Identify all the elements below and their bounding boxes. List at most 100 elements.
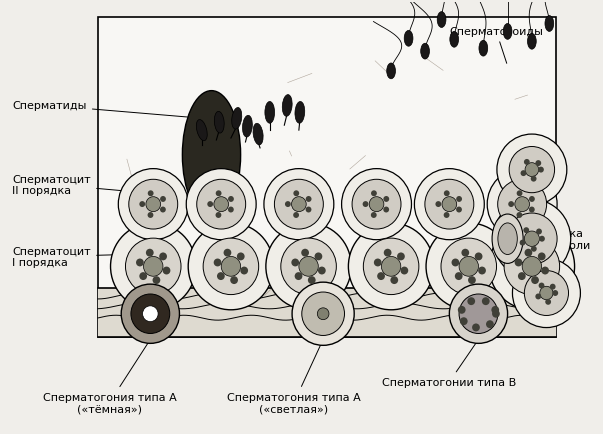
Ellipse shape — [214, 197, 229, 212]
Ellipse shape — [425, 180, 474, 230]
Ellipse shape — [139, 202, 145, 207]
Ellipse shape — [295, 273, 303, 280]
Ellipse shape — [129, 180, 178, 230]
Ellipse shape — [513, 259, 581, 328]
Ellipse shape — [266, 224, 352, 310]
Ellipse shape — [282, 95, 292, 117]
Ellipse shape — [384, 249, 391, 257]
Text: Сперматиды: Сперматиды — [13, 101, 223, 121]
Ellipse shape — [125, 239, 181, 295]
Ellipse shape — [371, 213, 377, 218]
Ellipse shape — [148, 213, 153, 218]
Ellipse shape — [264, 169, 334, 240]
Ellipse shape — [550, 284, 555, 290]
Ellipse shape — [390, 276, 398, 284]
Ellipse shape — [186, 169, 256, 240]
Ellipse shape — [460, 318, 468, 326]
Ellipse shape — [441, 239, 496, 295]
Ellipse shape — [139, 273, 147, 280]
Ellipse shape — [504, 24, 512, 40]
Text: Сперматогония типа А
(«светлая»): Сперматогония типа А («светлая») — [227, 342, 361, 413]
Ellipse shape — [159, 253, 167, 261]
Ellipse shape — [535, 161, 541, 167]
Ellipse shape — [306, 207, 311, 213]
Ellipse shape — [207, 202, 213, 207]
Ellipse shape — [110, 224, 196, 310]
Ellipse shape — [539, 236, 545, 242]
Ellipse shape — [486, 320, 494, 329]
Ellipse shape — [520, 171, 526, 177]
Ellipse shape — [529, 197, 535, 202]
Ellipse shape — [384, 207, 389, 213]
Ellipse shape — [522, 257, 541, 276]
Ellipse shape — [349, 224, 434, 310]
Ellipse shape — [381, 257, 401, 276]
Ellipse shape — [538, 253, 546, 261]
Ellipse shape — [317, 308, 329, 320]
Ellipse shape — [182, 92, 241, 220]
Ellipse shape — [197, 180, 245, 230]
Ellipse shape — [489, 224, 575, 310]
Ellipse shape — [293, 213, 299, 218]
Ellipse shape — [404, 31, 413, 47]
Ellipse shape — [291, 197, 306, 212]
Ellipse shape — [517, 213, 522, 218]
Ellipse shape — [308, 276, 315, 284]
Ellipse shape — [514, 259, 522, 267]
Ellipse shape — [498, 224, 517, 255]
Ellipse shape — [215, 213, 221, 218]
Ellipse shape — [497, 135, 567, 206]
Ellipse shape — [482, 298, 490, 306]
Ellipse shape — [369, 197, 384, 212]
Ellipse shape — [118, 169, 188, 240]
Ellipse shape — [456, 207, 462, 213]
Ellipse shape — [265, 102, 274, 124]
Ellipse shape — [216, 191, 221, 197]
Ellipse shape — [508, 202, 514, 207]
Ellipse shape — [541, 267, 549, 275]
Ellipse shape — [136, 259, 144, 267]
Ellipse shape — [492, 214, 523, 264]
Bar — [98, 289, 556, 338]
Ellipse shape — [525, 249, 532, 257]
Ellipse shape — [318, 267, 326, 275]
Ellipse shape — [224, 249, 232, 257]
Ellipse shape — [552, 290, 558, 296]
Ellipse shape — [414, 169, 484, 240]
Ellipse shape — [426, 224, 511, 310]
Ellipse shape — [528, 34, 536, 50]
Ellipse shape — [472, 324, 480, 332]
Ellipse shape — [536, 229, 542, 235]
Ellipse shape — [285, 202, 291, 207]
Ellipse shape — [291, 259, 299, 267]
Ellipse shape — [153, 276, 160, 284]
Ellipse shape — [435, 202, 441, 207]
Ellipse shape — [232, 108, 242, 130]
Ellipse shape — [525, 163, 538, 177]
Ellipse shape — [242, 116, 252, 138]
Ellipse shape — [315, 253, 322, 261]
Ellipse shape — [456, 197, 462, 202]
Ellipse shape — [228, 197, 234, 202]
Ellipse shape — [492, 310, 500, 318]
Ellipse shape — [352, 180, 401, 230]
Ellipse shape — [450, 32, 458, 48]
Ellipse shape — [509, 147, 555, 193]
Ellipse shape — [144, 257, 163, 276]
Ellipse shape — [458, 306, 466, 314]
Ellipse shape — [230, 276, 238, 284]
Ellipse shape — [507, 214, 557, 265]
Ellipse shape — [487, 169, 557, 240]
Ellipse shape — [459, 294, 498, 334]
Ellipse shape — [437, 13, 446, 28]
Ellipse shape — [188, 224, 274, 310]
Ellipse shape — [148, 191, 154, 197]
Ellipse shape — [228, 207, 234, 213]
Ellipse shape — [364, 239, 419, 295]
Ellipse shape — [518, 273, 526, 280]
Ellipse shape — [221, 257, 241, 276]
Ellipse shape — [362, 202, 368, 207]
Ellipse shape — [524, 160, 530, 165]
Ellipse shape — [468, 276, 476, 284]
Ellipse shape — [491, 306, 499, 314]
